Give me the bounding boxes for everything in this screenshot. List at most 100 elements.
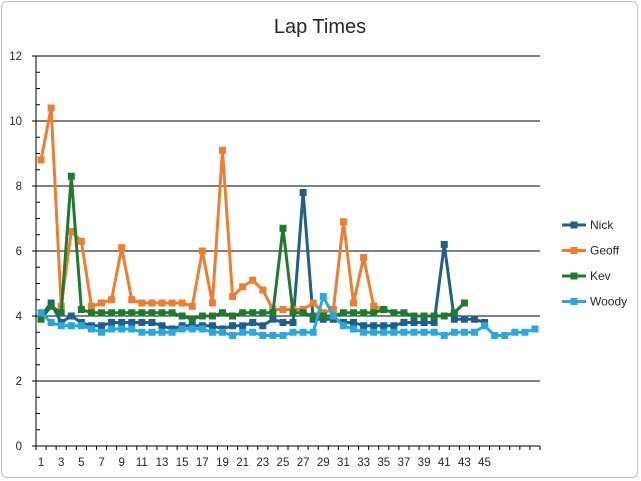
data-point: [410, 312, 418, 320]
data-point: [460, 328, 468, 336]
data-point: [319, 293, 327, 300]
data-point: [370, 328, 378, 336]
x-tick-label: 37: [398, 457, 411, 469]
data-point: [299, 328, 307, 336]
data-point: [229, 312, 237, 320]
y-tick-label: 6: [16, 246, 22, 258]
legend-label: Woody: [590, 295, 627, 309]
data-point: [430, 312, 438, 320]
data-point: [168, 328, 176, 336]
data-point: [400, 319, 408, 326]
data-point: [98, 322, 106, 330]
data-point: [380, 322, 388, 330]
data-point: [148, 309, 156, 317]
x-tick-label: 1: [38, 457, 44, 469]
data-point: [460, 299, 468, 307]
x-tick-label: 45: [478, 457, 491, 469]
data-point: [67, 312, 75, 320]
data-point: [400, 309, 408, 317]
data-point: [188, 302, 196, 310]
data-point: [239, 328, 247, 336]
data-point: [390, 309, 398, 317]
y-tick-label: 4: [16, 311, 23, 323]
data-point: [128, 296, 136, 304]
data-point: [239, 309, 247, 317]
data-point: [158, 299, 166, 307]
data-point: [198, 247, 206, 255]
data-point: [198, 312, 206, 320]
data-point: [77, 306, 85, 313]
data-point: [360, 309, 368, 317]
data-point: [57, 322, 65, 330]
data-point: [259, 322, 267, 330]
data-point: [178, 312, 186, 320]
data-point: [501, 332, 509, 339]
data-point: [259, 332, 267, 339]
data-point: [269, 332, 277, 339]
data-point: [138, 328, 146, 336]
data-point: [148, 319, 156, 326]
x-tick-label: 5: [78, 457, 84, 469]
data-point: [460, 315, 468, 323]
y-tick-label: 2: [16, 376, 22, 388]
data-point: [370, 302, 378, 310]
data-point: [470, 315, 478, 323]
data-point: [360, 328, 368, 336]
series-kev: [37, 172, 468, 323]
legend-label: Nick: [590, 218, 614, 232]
data-point: [98, 328, 106, 336]
y-tick-label: 12: [9, 51, 22, 63]
x-tick-label: 29: [317, 457, 330, 469]
x-tick-label: 39: [418, 457, 431, 469]
legend-item-nick: Nick: [562, 218, 614, 232]
x-tick-label: 23: [256, 457, 269, 469]
data-point: [339, 322, 347, 330]
data-point: [57, 309, 65, 317]
data-point: [350, 319, 358, 326]
data-point: [339, 309, 347, 317]
data-point: [420, 312, 428, 320]
data-point: [47, 104, 55, 112]
data-point: [430, 319, 438, 326]
x-tick-label: 25: [277, 457, 290, 469]
data-point: [87, 309, 95, 317]
data-point: [67, 228, 75, 235]
data-point: [118, 309, 126, 317]
data-point: [289, 328, 297, 336]
data-point: [259, 309, 267, 317]
data-point: [299, 189, 307, 196]
series-line-nick: [39, 191, 486, 331]
data-point: [178, 299, 186, 307]
data-point: [108, 296, 116, 304]
data-point: [67, 322, 75, 330]
x-tick-label: 21: [236, 457, 249, 469]
data-point: [178, 325, 186, 333]
data-point: [420, 319, 428, 326]
series-geoff: [37, 104, 388, 317]
data-point: [198, 325, 206, 333]
data-point: [47, 319, 55, 326]
y-tick-label: 0: [16, 441, 22, 453]
data-point: [77, 322, 85, 330]
data-point: [138, 319, 146, 326]
x-tick-label: 33: [357, 457, 370, 469]
data-point: [118, 319, 126, 326]
data-point: [148, 328, 156, 336]
data-point: [410, 319, 418, 326]
series-line-kev: [39, 174, 466, 321]
data-point: [37, 309, 45, 317]
data-point: [299, 309, 307, 317]
data-point: [289, 309, 297, 317]
legend-swatch-marker: [570, 247, 578, 254]
data-point: [309, 299, 317, 307]
data-point: [279, 332, 287, 339]
legend-swatch-marker: [570, 221, 578, 229]
data-point: [158, 322, 166, 330]
data-point: [37, 156, 45, 164]
data-point: [208, 299, 216, 307]
data-point: [410, 328, 418, 336]
data-point: [289, 319, 297, 326]
x-tick-label: 13: [156, 457, 169, 469]
data-point: [108, 319, 116, 326]
